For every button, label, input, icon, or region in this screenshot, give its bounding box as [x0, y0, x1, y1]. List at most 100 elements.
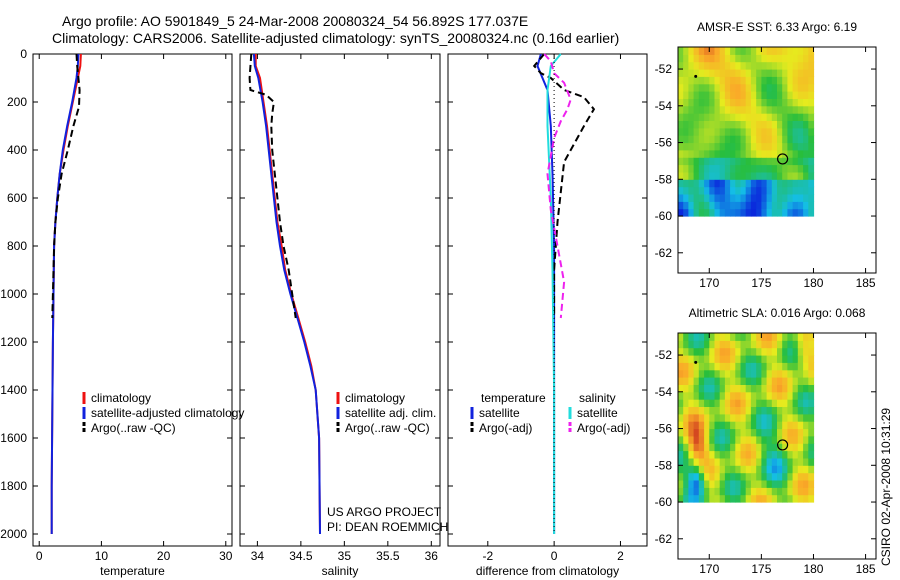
heatmap-cell	[803, 399, 809, 407]
heatmap-cell	[704, 98, 710, 107]
heatmap-cell	[787, 406, 794, 415]
heatmap-cell	[693, 457, 700, 466]
heatmap-cell	[714, 443, 721, 452]
heatmap-cell	[808, 391, 815, 400]
heatmap-cell	[730, 201, 736, 210]
heatmap-cell	[693, 384, 700, 393]
heatmap-cell	[771, 76, 778, 85]
heatmap-cell	[766, 76, 773, 85]
heatmap-cell	[730, 76, 736, 85]
heatmap-cell	[730, 355, 736, 363]
heatmap-cell	[777, 362, 783, 371]
heatmap-cell	[787, 164, 794, 173]
heatmap-cell	[777, 377, 783, 385]
heatmap-cell	[709, 47, 716, 55]
heatmap-cell	[808, 465, 815, 474]
heatmap-cell	[698, 83, 705, 92]
heatmap-cell	[771, 399, 778, 407]
heatmap-cell	[782, 340, 788, 349]
heatmap-cell	[683, 399, 689, 407]
heatmap-cell	[777, 457, 783, 466]
heatmap-cell	[693, 413, 700, 422]
heatmap-cell	[792, 399, 799, 407]
heatmap-cell	[688, 76, 695, 85]
heatmap-cell	[719, 76, 726, 85]
heatmap-cell	[766, 494, 773, 503]
heatmap-cell	[787, 157, 794, 166]
heatmap-cell	[735, 369, 742, 378]
heatmap-cell	[808, 428, 815, 437]
heatmap-cell	[797, 164, 804, 173]
heatmap-cell	[688, 494, 695, 503]
heatmap-cell	[766, 149, 773, 158]
heatmap-cell	[724, 91, 731, 99]
heatmap-cell	[698, 135, 705, 144]
heatmap-cell	[735, 61, 742, 70]
heatmap-cell	[719, 369, 726, 378]
heatmap-cell	[756, 135, 762, 144]
heatmap-cell	[756, 83, 762, 92]
heatmap-cell	[714, 333, 721, 341]
heatmap-cell	[730, 435, 736, 444]
heatmap-cell	[771, 443, 778, 452]
heatmap-cell	[693, 443, 700, 452]
heatmap-cell	[719, 362, 726, 371]
heatmap-cell	[777, 69, 783, 77]
y-tick-label: -62	[655, 246, 673, 260]
reference-dot	[694, 360, 698, 364]
heatmap-cell	[704, 135, 710, 144]
heatmap-cell	[756, 480, 762, 488]
heatmap-cell	[740, 98, 747, 107]
heatmap-cell	[761, 201, 768, 210]
heatmap-cell	[750, 149, 757, 158]
heatmap-cell	[740, 91, 747, 99]
heatmap-cell	[756, 61, 762, 70]
y-tick-label: -56	[655, 136, 673, 150]
heatmap-cell	[782, 208, 788, 217]
heatmap-cell	[808, 413, 815, 422]
heatmap-cell	[761, 113, 768, 121]
heatmap-cell	[766, 83, 773, 92]
heatmap-cell	[797, 98, 804, 107]
heatmap-cell	[782, 149, 788, 158]
heatmap-cell	[745, 69, 752, 77]
heatmap-cell	[704, 47, 710, 55]
heatmap-cell	[797, 428, 804, 437]
heatmap-cell	[797, 347, 804, 356]
heatmap-cell	[803, 157, 809, 166]
heatmap-cell	[704, 83, 710, 92]
heatmap-cell	[740, 149, 747, 158]
heatmap-cell	[709, 443, 716, 452]
heatmap-cell	[724, 443, 731, 452]
heatmap-cell	[709, 384, 716, 393]
heatmap-cell	[787, 377, 794, 385]
heatmap-cell	[714, 164, 721, 173]
heatmap-cell	[745, 54, 752, 63]
heatmap-cell	[735, 472, 742, 481]
heatmap-cell	[766, 443, 773, 452]
heatmap-cell	[730, 157, 736, 166]
heatmap-cell	[756, 208, 762, 217]
heatmap-cell	[803, 83, 809, 92]
heatmap-cell	[745, 391, 752, 400]
heatmap-cell	[730, 61, 736, 70]
heatmap-cell	[777, 406, 783, 415]
heatmap-cell	[750, 355, 757, 363]
heatmap-cell	[766, 406, 773, 415]
heatmap-cell	[782, 91, 788, 99]
heatmap-cell	[750, 377, 757, 385]
heatmap-cell	[803, 406, 809, 415]
heatmap-cell	[787, 450, 794, 459]
heatmap-cell	[792, 98, 799, 107]
heatmap-cell	[787, 208, 794, 217]
heatmap-cell	[761, 347, 768, 356]
heatmap-cell	[808, 120, 815, 129]
heatmap-cell	[719, 208, 726, 217]
heatmap-cell	[787, 494, 794, 503]
heatmap-cell	[709, 186, 716, 195]
heatmap-cell	[761, 208, 768, 217]
heatmap-cell	[683, 98, 689, 107]
heatmap-cell	[740, 450, 747, 459]
heatmap-cell	[730, 47, 736, 55]
heatmap-cell	[761, 83, 768, 92]
